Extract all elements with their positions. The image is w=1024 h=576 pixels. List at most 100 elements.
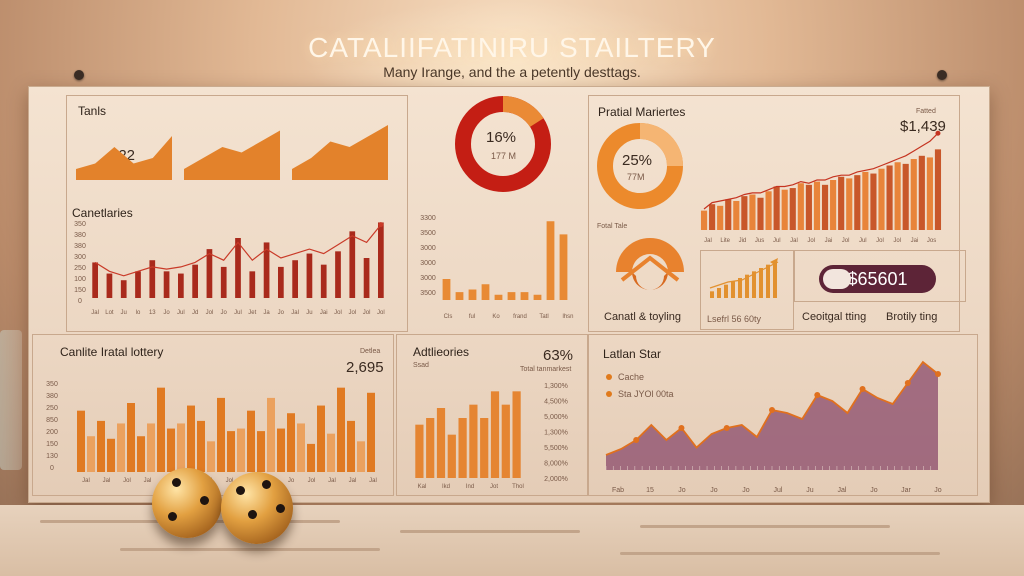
lottery-value: 2,695 (346, 359, 384, 376)
panel-adtliories (396, 334, 588, 496)
latian-xtick: Fab (612, 487, 624, 494)
ball-dot (236, 486, 245, 495)
canetiares-bar (220, 266, 227, 298)
canetiares-bar (320, 264, 327, 298)
pratial-corner-label: Fatted (916, 108, 936, 115)
lottery-ytick: 130 (46, 453, 58, 460)
small-bar-trend (709, 261, 779, 289)
lottery-ytick: 250 (46, 405, 58, 412)
pratial-bar (902, 163, 909, 230)
lottery-bar (257, 431, 265, 472)
pratial-title: Pratial Mariertes (598, 105, 686, 119)
canetiares-ytick: 100 (74, 276, 86, 283)
donut-orange-sub: 77M (627, 172, 645, 182)
pratial-xtick: Lite (720, 238, 730, 244)
canetiares-xtick: Ju (306, 310, 312, 316)
mid-ytick: 3000 (420, 245, 436, 252)
pratial-bar (838, 176, 845, 230)
latian-point (814, 392, 821, 398)
ball-dot (200, 496, 209, 505)
pratial-xtick: Jal (790, 238, 798, 244)
lottery-bar (277, 428, 285, 472)
latian-legend-dot-2 (606, 391, 612, 397)
canetiares-xtick: Jd (192, 310, 198, 316)
pratial-bar (854, 175, 861, 230)
lottery-bar (87, 436, 95, 472)
latian-xtick: Jo (870, 487, 878, 494)
latian-point (904, 380, 911, 386)
donut-top-pct: 16% (486, 129, 517, 146)
lottery-xtick: Jal (328, 478, 336, 484)
lottery-bar (77, 410, 85, 472)
pratial-bar (813, 181, 821, 230)
mid-ytick: 3500 (420, 230, 436, 237)
latian-xtick: Jo (742, 487, 750, 494)
canetiares-xtick: Jet (248, 310, 256, 316)
canetiares-xtick: 13 (149, 310, 156, 316)
small-bar (717, 288, 721, 298)
pin-right (937, 70, 947, 80)
pratial-bar (846, 178, 853, 230)
latian-xtick: Ju (806, 487, 814, 494)
mid-xtick: Tatl (539, 314, 548, 320)
lottery-bar (137, 436, 145, 472)
adtliories-xtick: Jot (490, 484, 498, 490)
adtliories-bar (458, 418, 467, 478)
pratial-bar (757, 197, 764, 230)
mid-bar (442, 279, 451, 300)
canetiares-bar (249, 271, 256, 298)
canetiares-xtick: Lot (105, 310, 114, 316)
lottery-bar (357, 441, 365, 472)
latian-xtick: 15 (646, 487, 654, 494)
pratial-bar (934, 149, 942, 230)
pratial-xtick: Jol (876, 238, 884, 244)
badge-legend-2: Brotily ting (886, 311, 938, 323)
lottery-xtick: Jal (369, 478, 377, 484)
canetiares-ytick: 350 (74, 221, 86, 228)
adtliories-ytick: 8,000% (544, 461, 568, 468)
adtliories-xtick: Ikd (442, 484, 450, 490)
latian-xtick: Jo (934, 487, 942, 494)
lottery-bar (127, 403, 135, 472)
pratial-xtick: Jol (842, 238, 850, 244)
mid-ytick: 3500 (420, 290, 436, 297)
canetiares-bar (363, 258, 370, 298)
lottery-bar (177, 423, 185, 472)
canetiares-xtick: Jul (234, 310, 242, 316)
latian-legend-1: Cache (618, 372, 645, 382)
small-bar-chart (709, 258, 779, 298)
donut-orange-caption: Fotal Tale (597, 223, 628, 230)
donut-orange-pct: 25% (622, 152, 653, 169)
small-bar (710, 291, 714, 298)
canetiares-xtick: Jo (221, 310, 228, 316)
pratial-bar (725, 199, 732, 230)
lottery-bar (327, 433, 335, 472)
canetiares-xtick: Jol (377, 310, 385, 316)
canetiares-bar (335, 251, 341, 298)
canetiares-ytick: 250 (74, 265, 86, 272)
pratial-bar (741, 196, 748, 230)
lottery-bar (107, 438, 115, 472)
canetiares-ytick: 150 (74, 287, 86, 294)
lottery-ytick: 150 (46, 441, 58, 448)
adtliories-xtick: Ind (466, 484, 474, 490)
canetiares-xtick: Jol (334, 310, 342, 316)
adtliories-corner-label: Total tanmarkest (520, 366, 572, 373)
donut-orange-arc (639, 123, 683, 167)
small-bar (745, 274, 749, 298)
lottery-bar (337, 387, 345, 472)
small-bar (759, 268, 763, 298)
adtliories-bar (469, 404, 478, 478)
pratial-xtick: Jid (739, 238, 747, 244)
small-bars-legend: Lsefrl 56 60ty (707, 314, 762, 324)
canetiares-ytick: 380 (74, 232, 86, 239)
pratial-xtick: Jai (911, 238, 919, 244)
latian-area-chart: Fab 15 Jo Jo Jo Jul Ju Jal Jo Jar Jo (605, 360, 942, 494)
pratial-xtick: Jus (755, 238, 764, 244)
latian-xtick: Jal (838, 487, 847, 494)
canetiares-xtick: Ju (121, 310, 127, 316)
adtliories-bar (426, 418, 435, 478)
pratial-bar (781, 189, 788, 230)
canetiares-bar (135, 271, 141, 298)
pratial-bar-chart: Jal Lite Jid Jus Jul Jal Jol Jai Jol Jul Jol Jol Jai… (700, 130, 942, 244)
